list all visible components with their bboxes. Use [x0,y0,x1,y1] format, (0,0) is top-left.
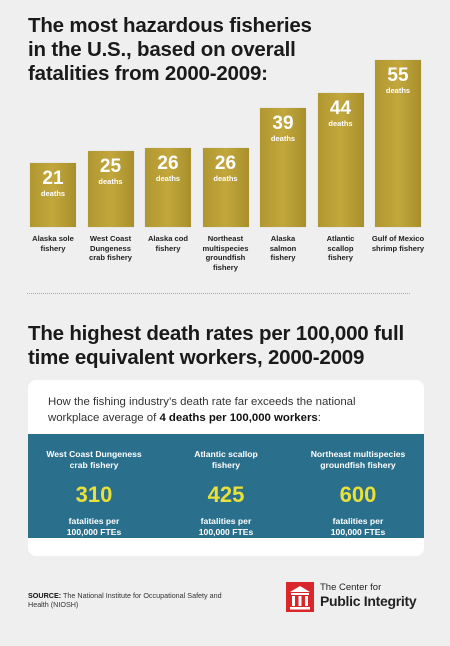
publisher-logo: The Center for Public Integrity [286,580,436,614]
bar-unit-label: deaths [155,173,181,183]
bar [145,147,191,227]
rate-fishery-name: West Coast Dungeness crab fishery [46,449,142,470]
rate-unit: fatalities per 100,000 FTEs [198,516,254,537]
logo-line-1: The Center for [320,582,382,593]
category-label: Alaska cod fishery [147,234,189,253]
bar [30,163,76,227]
bar [202,147,249,227]
bar-value-label: 26 [214,152,237,174]
rate-card: Northeast multispecies groundfish fisher… [292,449,424,538]
rate-fishery-name: Atlantic scallop fishery [194,449,258,470]
bar-unit-label: deaths [328,119,353,129]
bar-value-label: 39 [272,113,294,135]
national-average: 4 deaths per 100,000 workers [159,412,318,424]
bar-value-label: 26 [157,152,179,174]
rate-card: West Coast Dungeness crab fishery 310 fa… [28,449,160,538]
source-note: SOURCE: The National Institute for Occup… [28,591,238,609]
logo-line-2: Public Integrity [320,593,417,609]
intro-text: How the fishing industry’s death rate fa… [48,396,356,424]
bar [317,93,364,227]
bar [375,59,421,227]
bar-unit-label: deaths [213,173,238,183]
category-label: Atlantic scallop fishery [326,234,355,262]
category-label: Gulf of Mexico shrimp fishery [371,234,425,253]
category-label: Alaska sole fishery [32,234,74,253]
pillar-building-icon [286,582,314,612]
bar-unit-label: deaths [40,189,66,199]
source-label: SOURCE: [28,591,62,600]
bar [260,108,306,227]
rate-value: 600 [339,482,377,507]
bar-value-label: 55 [387,64,409,86]
intro-end: : [317,412,321,424]
rate-unit: fatalities per 100,000 FTEs [66,516,122,537]
fatalities-bar-chart: 21 deaths Alaska sole fishery 25 deaths West … [0,0,450,300]
bar-unit-label: deaths [270,134,296,144]
section-divider [27,293,410,294]
category-label: Alaska salmon fishery [269,234,297,262]
rate-card: Atlantic scallop fishery 425 fatalities … [160,449,292,538]
bar-value-label: 21 [42,168,64,190]
rate-fishery-name: Northeast multispecies groundfish fisher… [310,449,406,470]
category-label: West Coast Dungeness crab fishery [88,234,133,262]
rates-highlight-band [28,434,424,538]
bar-value-label: 44 [329,98,352,120]
bar [87,151,134,227]
chart-title: The most hazardous fisheries in the U.S.… [28,14,312,85]
bar-value-label: 25 [99,156,122,177]
rate-value: 310 [75,482,113,507]
rates-intro: How the fishing industry’s death rate fa… [48,394,408,426]
rate-unit: fatalities per 100,000 FTEs [330,516,386,537]
bar-unit-label: deaths [385,85,411,95]
category-label: Northeast multispecies groundfish fisher… [202,234,249,272]
rate-value: 425 [207,482,245,507]
source-text: The National Institute for Occupational … [28,591,222,609]
rates-title: The highest death rates per 100,000 full… [28,322,404,369]
bar-unit-label: deaths [98,177,123,186]
